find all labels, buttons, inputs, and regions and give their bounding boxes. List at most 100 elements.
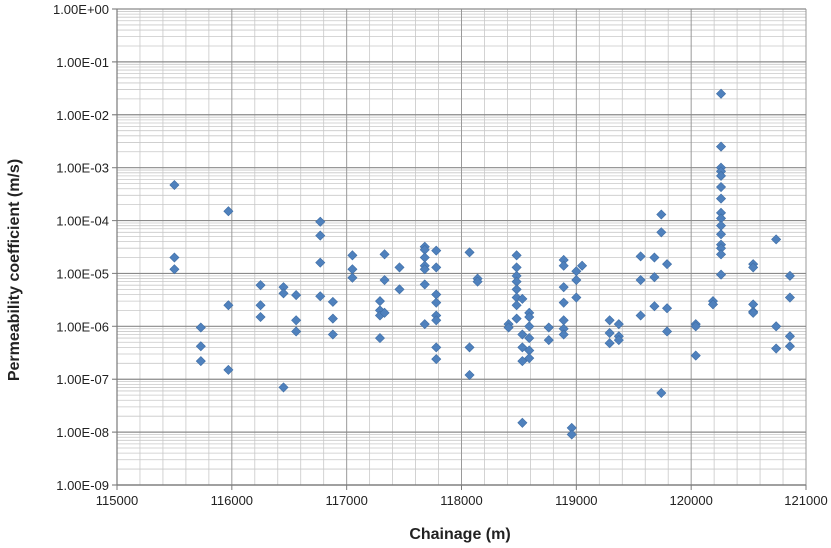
data-point bbox=[379, 307, 390, 318]
data-point bbox=[347, 250, 358, 261]
data-point bbox=[195, 341, 206, 352]
data-point bbox=[558, 329, 569, 340]
data-point bbox=[464, 342, 475, 353]
data-point bbox=[255, 280, 266, 291]
y-tick-label: 1.00E-03 bbox=[56, 161, 109, 176]
y-tick-label: 1.00E-01 bbox=[56, 55, 109, 70]
data-point bbox=[394, 262, 405, 273]
y-tick-label: 1.00E-07 bbox=[56, 372, 109, 387]
data-point bbox=[524, 321, 535, 332]
data-point bbox=[577, 260, 588, 271]
data-point bbox=[662, 326, 673, 337]
data-point bbox=[327, 296, 338, 307]
data-point bbox=[315, 230, 326, 241]
x-tick-label: 121000 bbox=[784, 493, 827, 508]
y-tick-label: 1.00E-05 bbox=[56, 266, 109, 281]
data-point bbox=[771, 234, 782, 245]
data-point bbox=[604, 338, 615, 349]
data-point bbox=[517, 342, 528, 353]
data-point bbox=[771, 343, 782, 354]
data-point bbox=[379, 249, 390, 260]
data-point bbox=[472, 276, 483, 287]
data-point bbox=[327, 329, 338, 340]
x-tick-label: 118000 bbox=[440, 493, 482, 508]
data-point bbox=[291, 290, 302, 301]
data-point bbox=[604, 315, 615, 326]
data-point bbox=[431, 245, 442, 256]
data-point bbox=[604, 327, 615, 338]
data-point bbox=[662, 259, 673, 270]
data-point bbox=[784, 341, 795, 352]
data-point bbox=[223, 364, 234, 375]
data-point bbox=[690, 321, 701, 332]
data-point bbox=[419, 264, 430, 275]
data-point bbox=[431, 297, 442, 308]
data-point bbox=[511, 300, 522, 311]
data-point bbox=[748, 262, 759, 273]
data-point bbox=[558, 297, 569, 308]
data-point bbox=[255, 300, 266, 311]
data-point bbox=[715, 88, 727, 99]
data-point bbox=[195, 356, 206, 367]
x-axis-tick-labels: 115000 116000 117000 118000 119000 120000 1210… bbox=[96, 493, 828, 508]
data-point bbox=[613, 335, 624, 346]
data-point bbox=[347, 272, 358, 283]
data-point bbox=[517, 329, 528, 340]
data-point bbox=[635, 251, 646, 262]
x-tick-label: 116000 bbox=[211, 493, 253, 508]
data-point bbox=[524, 353, 535, 364]
y-tick-label: 1.00E-04 bbox=[56, 214, 109, 229]
data-point bbox=[707, 299, 719, 310]
data-point bbox=[571, 292, 582, 303]
data-point bbox=[613, 319, 624, 330]
data-point bbox=[431, 354, 442, 365]
y-tick-label: 1.00E-06 bbox=[56, 319, 109, 334]
data-point bbox=[374, 333, 385, 344]
data-point bbox=[169, 264, 180, 275]
data-point bbox=[223, 206, 234, 217]
data-point bbox=[649, 272, 660, 283]
y-tick-label: 1.00E-09 bbox=[56, 478, 109, 493]
data-point bbox=[656, 227, 667, 238]
data-point bbox=[649, 301, 660, 312]
data-point bbox=[315, 257, 326, 268]
data-point bbox=[464, 370, 475, 381]
data-point bbox=[635, 310, 646, 321]
data-point bbox=[511, 313, 522, 324]
x-tick-label: 120000 bbox=[669, 493, 712, 508]
data-point bbox=[715, 170, 727, 181]
data-point bbox=[715, 249, 727, 260]
data-point bbox=[291, 326, 302, 337]
data-points bbox=[169, 88, 795, 440]
y-tick-label: 1.00E-08 bbox=[56, 425, 109, 440]
data-point bbox=[379, 275, 390, 286]
data-point bbox=[503, 322, 514, 333]
data-point bbox=[431, 315, 442, 326]
x-tick-label: 115000 bbox=[96, 493, 138, 508]
y-axis-title: Permeability coefficient (m/s) bbox=[6, 159, 23, 381]
data-point bbox=[656, 387, 667, 398]
x-axis-title: Chainage (m) bbox=[409, 526, 510, 543]
data-point bbox=[169, 252, 180, 263]
data-point bbox=[748, 307, 759, 318]
data-point bbox=[543, 335, 554, 346]
data-point bbox=[656, 209, 667, 220]
data-point bbox=[784, 270, 795, 281]
y-tick-label: 1.00E+00 bbox=[53, 2, 109, 17]
x-tick-label: 117000 bbox=[325, 493, 367, 508]
data-point bbox=[558, 260, 569, 271]
data-point bbox=[524, 333, 535, 344]
chart-grid bbox=[112, 8, 807, 490]
data-point bbox=[223, 300, 234, 311]
data-point bbox=[543, 322, 554, 333]
data-point bbox=[517, 293, 528, 304]
data-point bbox=[419, 279, 430, 290]
data-point bbox=[327, 313, 338, 324]
y-axis-tick-labels: 1.00E+00 1.00E-01 1.00E-02 1.00E-03 1.00E-04… bbox=[53, 2, 109, 493]
x-tick-label: 119000 bbox=[555, 493, 597, 508]
data-point bbox=[278, 288, 289, 299]
data-point bbox=[431, 342, 442, 353]
data-point bbox=[784, 331, 795, 342]
data-point bbox=[347, 264, 358, 275]
